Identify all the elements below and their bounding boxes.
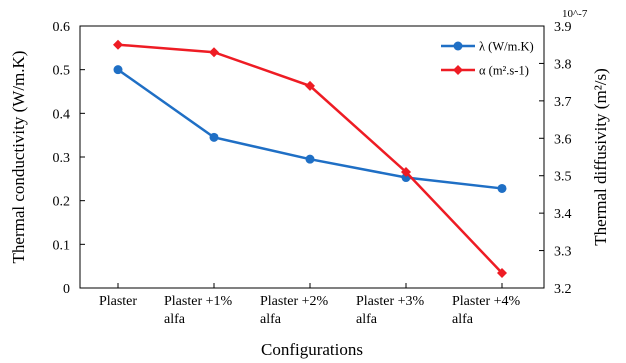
left-y-axis-ticks: 0 0.1 0.2 0.3 0.4 0.5 0.6 — [53, 20, 85, 297]
right-axis-multiplier: 10^-7 — [562, 8, 588, 20]
x-tick-label: Plaster +2% alfa — [260, 294, 328, 327]
left-tick-label: 0 — [63, 282, 70, 297]
right-tick-label: 3.7 — [554, 95, 572, 110]
data-point — [497, 268, 507, 279]
legend-label: α (m².s-1) — [479, 64, 529, 78]
left-tick-label: 0.2 — [53, 195, 71, 210]
left-tick-label: 0.4 — [53, 107, 71, 122]
data-point — [305, 154, 315, 164]
data-point — [209, 47, 219, 58]
left-tick-label: 0.1 — [53, 238, 71, 253]
left-y-axis-title: Thermal conductivity (W/m.K) — [9, 51, 28, 264]
legend-item: λ (W/m.K) — [441, 40, 534, 54]
right-tick-label: 3.5 — [554, 170, 572, 185]
legend-swatch-marker — [453, 41, 463, 51]
left-tick-label: 0.5 — [53, 64, 71, 79]
x-tick-label: Plaster +4% alfa — [452, 294, 520, 327]
right-tick-label: 3.9 — [554, 20, 572, 35]
data-point — [497, 183, 507, 193]
legend-swatch-marker — [453, 65, 463, 75]
right-y-axis-title: Thermal diffusivity (m²/s) — [591, 68, 610, 246]
x-tick-label: Plaster — [99, 294, 137, 309]
data-point — [113, 65, 123, 75]
series-1 — [113, 65, 507, 193]
x-axis-ticks: Plaster Plaster +1% alfa Plaster +2% alfa Pla… — [99, 283, 520, 327]
right-tick-label: 3.2 — [554, 282, 572, 297]
x-tick-label: Plaster +3% alfa — [356, 294, 424, 327]
right-tick-label: 3.3 — [554, 245, 572, 260]
right-tick-label: 3.6 — [554, 132, 572, 147]
left-tick-label: 0.6 — [53, 20, 71, 35]
x-tick-label: Plaster +1% alfa — [164, 294, 232, 327]
data-point — [305, 80, 315, 91]
left-tick-label: 0.3 — [53, 151, 71, 166]
series-2 — [113, 39, 507, 279]
x-axis-title: Configurations — [261, 340, 363, 359]
data-point — [401, 166, 411, 177]
right-y-axis-ticks: 3.2 3.3 3.4 3.5 3.6 3.7 3.8 3.9 — [539, 20, 572, 297]
legend-item: α (m².s-1) — [441, 64, 529, 78]
legend-label: λ (W/m.K) — [479, 40, 534, 54]
data-point — [209, 132, 219, 142]
series-layer — [113, 39, 507, 279]
data-point — [113, 39, 123, 50]
legend: λ (W/m.K) α (m².s-1) — [441, 40, 534, 78]
right-tick-label: 3.4 — [554, 207, 572, 222]
right-tick-label: 3.8 — [554, 57, 572, 72]
